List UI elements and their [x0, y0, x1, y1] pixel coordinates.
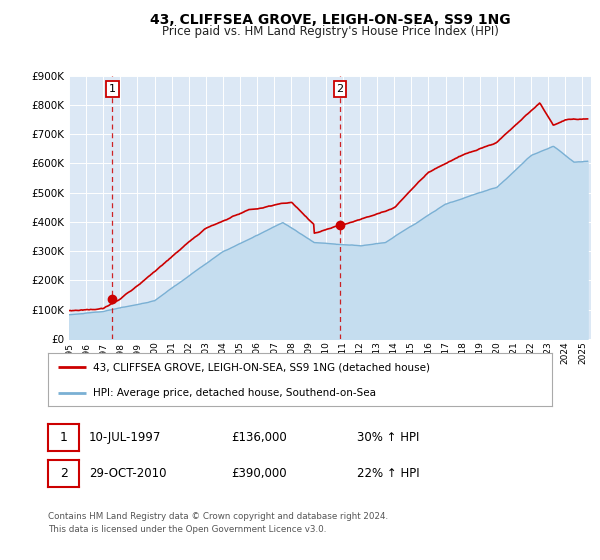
Text: 2: 2: [59, 466, 68, 480]
Text: Price paid vs. HM Land Registry's House Price Index (HPI): Price paid vs. HM Land Registry's House …: [161, 25, 499, 39]
Text: £390,000: £390,000: [231, 466, 287, 480]
Text: 10-JUL-1997: 10-JUL-1997: [89, 431, 161, 445]
Text: Contains HM Land Registry data © Crown copyright and database right 2024.
This d: Contains HM Land Registry data © Crown c…: [48, 512, 388, 534]
Text: 2: 2: [337, 84, 343, 94]
Text: £136,000: £136,000: [231, 431, 287, 445]
Text: 1: 1: [109, 84, 116, 94]
Text: 43, CLIFFSEA GROVE, LEIGH-ON-SEA, SS9 1NG (detached house): 43, CLIFFSEA GROVE, LEIGH-ON-SEA, SS9 1N…: [94, 362, 430, 372]
Text: 22% ↑ HPI: 22% ↑ HPI: [357, 466, 419, 480]
Text: HPI: Average price, detached house, Southend-on-Sea: HPI: Average price, detached house, Sout…: [94, 388, 376, 398]
Text: 29-OCT-2010: 29-OCT-2010: [89, 466, 166, 480]
Text: 1: 1: [59, 431, 68, 445]
Text: 43, CLIFFSEA GROVE, LEIGH-ON-SEA, SS9 1NG: 43, CLIFFSEA GROVE, LEIGH-ON-SEA, SS9 1N…: [149, 13, 511, 27]
Text: 30% ↑ HPI: 30% ↑ HPI: [357, 431, 419, 445]
